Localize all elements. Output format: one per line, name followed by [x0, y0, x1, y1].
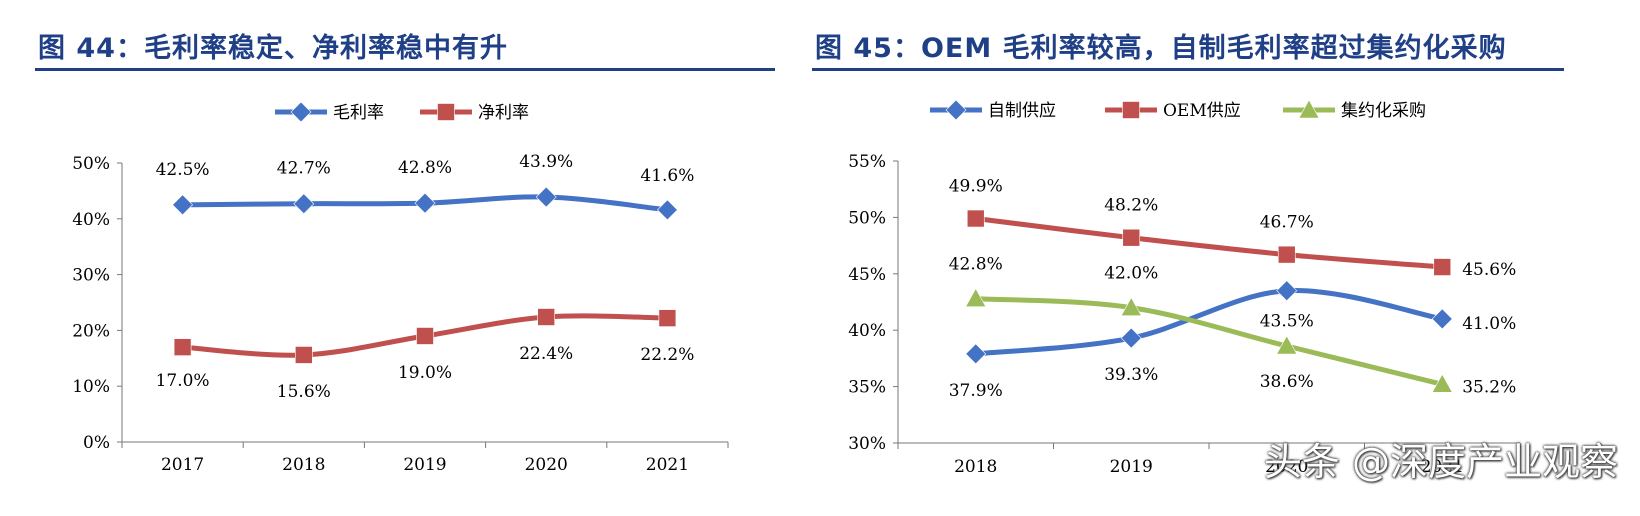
chart-1-data-label: 15.6%: [277, 382, 331, 402]
chart-1-legend-marker: [437, 103, 455, 121]
chart-1-data-point: [293, 193, 315, 215]
chart-2-data-label: 42.8%: [949, 255, 1003, 275]
chart-2-title: 图 45：OEM 毛利率较高，自制毛利率超过集约化采购: [815, 33, 1507, 64]
chart-1-data-label: 22.4%: [519, 344, 573, 364]
chart-2-legend-marker: [945, 99, 967, 121]
chart-2-data-label: 35.2%: [1462, 377, 1516, 397]
chart-2-x-tick-label: 2021: [1421, 457, 1464, 477]
chart-2-legend-label: OEM供应: [1163, 101, 1241, 121]
chart-1-data-label: 42.7%: [277, 159, 331, 179]
chart-1-data-label: 41.6%: [640, 166, 694, 186]
chart-2-data-point: [965, 287, 987, 307]
chart-1-x-tick-label: 2021: [646, 455, 689, 475]
chart-1-y-tick-label: 40%: [72, 210, 110, 230]
watermark: 头条 @深度产业观察: [1263, 440, 1618, 484]
chart-1-x-tick-label: 2020: [525, 455, 568, 475]
chart-1-data-point: [294, 346, 313, 364]
chart-2-y-tick-label: 45%: [848, 265, 886, 285]
chart-2-series-line: [973, 287, 1445, 357]
chart-2-data-point: [1277, 245, 1296, 264]
chart-2-data-label: 49.9%: [949, 177, 1003, 197]
chart-2-y-tick-label: 35%: [848, 378, 886, 398]
chart-2-data-point: [965, 343, 987, 365]
chart-2-legend-marker: [1298, 99, 1320, 119]
chart-1-title: 图 44：毛利率稳定、净利率稳中有升: [38, 33, 508, 64]
chart-1-y-tick-label: 20%: [72, 321, 110, 341]
chart-2-series-line: [973, 216, 1445, 270]
chart-2-x-tick-label: 2018: [954, 457, 997, 477]
chart-2-series-line: [973, 296, 1445, 387]
chart-2-data-label: 48.2%: [1104, 196, 1158, 216]
chart-1-data-point: [658, 309, 677, 327]
chart-1-title-rule: [35, 68, 775, 71]
chart-2-data-point: [966, 209, 985, 228]
chart-1-x-tick-label: 2017: [161, 455, 204, 475]
chart-1-data-point: [416, 327, 434, 345]
chart-1-data-label: 42.8%: [398, 158, 452, 178]
chart-2-data-label: 43.5%: [1260, 312, 1314, 332]
chart-1-data-point: [173, 338, 192, 356]
chart-1-y-tick-label: 0%: [83, 433, 110, 453]
chart-1-data-point: [656, 199, 678, 221]
chart-2-data-label: 39.3%: [1104, 365, 1158, 385]
chart-2-data-label: 45.6%: [1462, 260, 1516, 280]
chart-2-data-label: 41.0%: [1462, 314, 1516, 334]
chart-2-data-point: [1433, 258, 1452, 276]
chart-2-y-tick-label: 50%: [848, 208, 886, 228]
chart-1-legend-label: 毛利率: [333, 103, 384, 123]
chart-1-data-point: [414, 192, 436, 214]
chart-2-legend-label: 集约化采购: [1341, 101, 1426, 121]
chart-2-legend-marker: [1122, 101, 1140, 119]
chart-2-data-point: [1120, 297, 1142, 316]
chart-1-data-label: 17.0%: [156, 371, 210, 391]
chart-2-data-label: 38.6%: [1260, 372, 1314, 392]
chart-1-data-label: 43.9%: [519, 152, 573, 172]
chart-2-data-label: 42.0%: [1104, 264, 1158, 284]
chart-2-legend-label: 自制供应: [988, 101, 1056, 121]
chart-2-y-tick-label: 40%: [848, 321, 886, 341]
chart-2-x-tick-label: 2020: [1265, 457, 1308, 477]
chart-1-x-tick-label: 2018: [282, 455, 325, 475]
chart-1-x-tick-label: 2019: [403, 455, 446, 475]
chart-1-y-tick-label: 50%: [72, 154, 110, 174]
chart-1-data-label: 22.2%: [640, 345, 694, 365]
chart-2-y-tick-label: 30%: [848, 434, 886, 454]
chart-2-data-point: [1120, 327, 1142, 349]
chart-1-y-tick-label: 30%: [72, 266, 110, 286]
chart-1-legend-marker: [290, 101, 312, 123]
chart-2-data-point: [1431, 308, 1453, 330]
chart-2-title-rule: [812, 68, 1564, 71]
chart-2-data-label: 46.7%: [1260, 213, 1314, 233]
chart-2-data-label: 37.9%: [949, 381, 1003, 401]
chart-1-data-point: [537, 308, 556, 326]
chart-1-data-point: [535, 186, 557, 208]
chart-1-legend-label: 净利率: [478, 103, 529, 123]
chart-1-y-tick-label: 10%: [72, 377, 110, 397]
chart-2-data-point: [1276, 280, 1298, 302]
chart-1-data-label: 19.0%: [398, 363, 452, 383]
chart-2-data-point: [1431, 373, 1453, 393]
chart-1-data-point: [172, 194, 194, 216]
chart-1-data-label: 42.5%: [156, 160, 210, 180]
chart-2-data-point: [1122, 228, 1141, 247]
chart-2-data-point: [1276, 335, 1298, 355]
chart-2-y-tick-label: 55%: [848, 152, 886, 172]
chart-2-x-tick-label: 2019: [1110, 457, 1153, 477]
